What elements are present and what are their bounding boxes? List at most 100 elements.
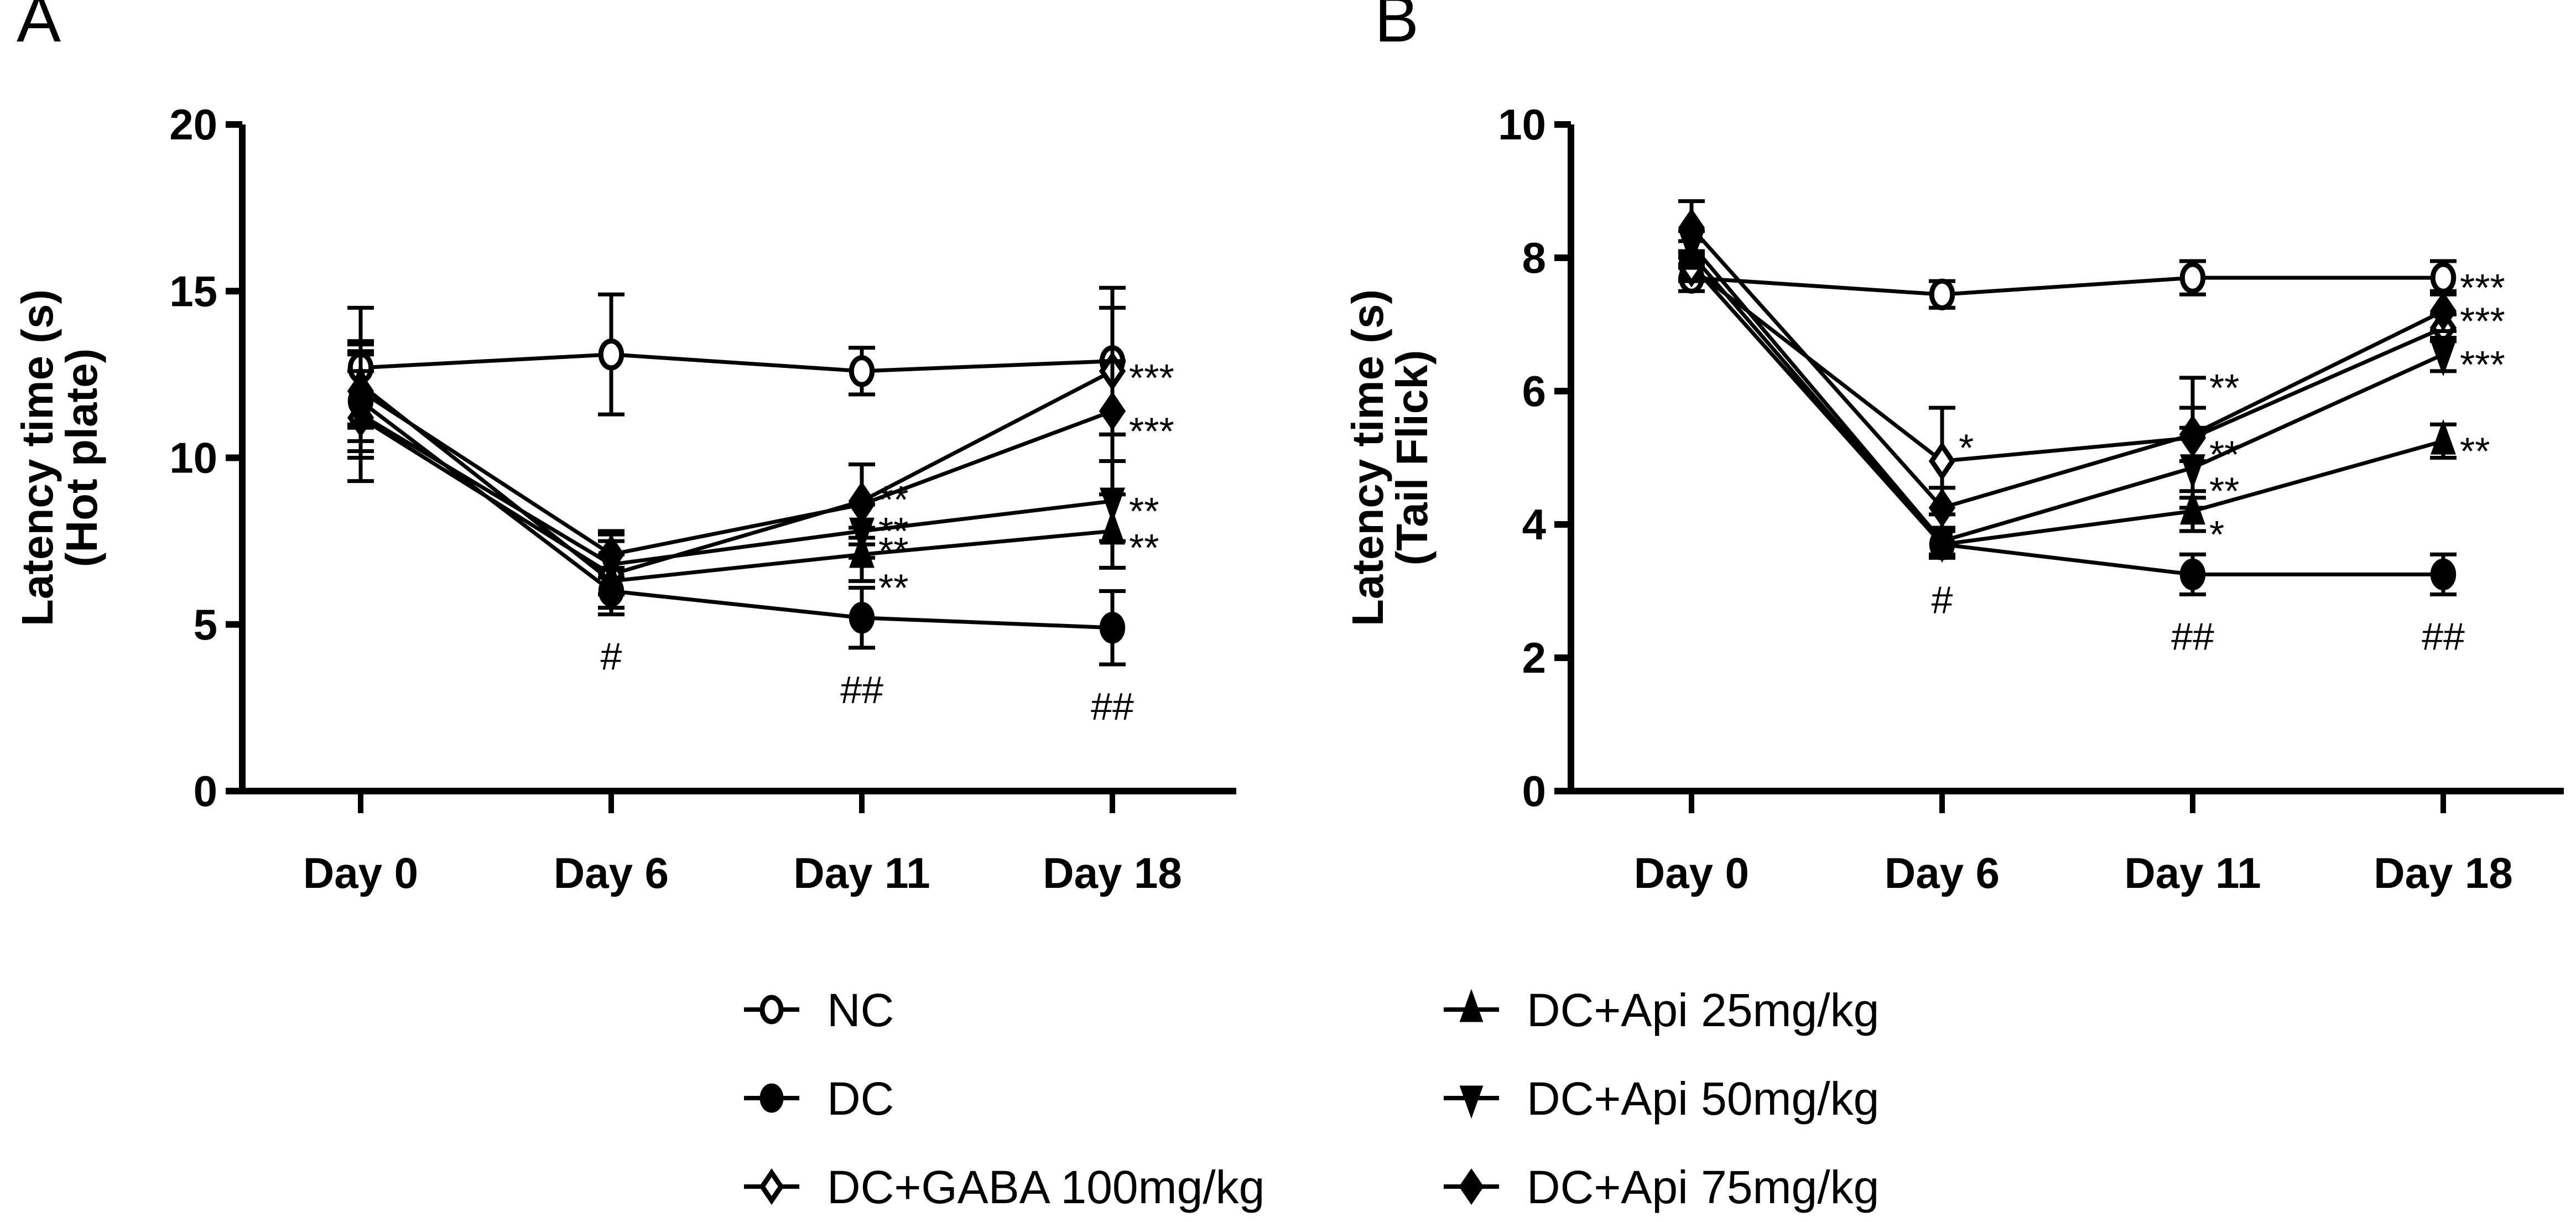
y-axis-title: Latency time (s)(Hot plate)	[13, 289, 106, 626]
x-tick-label: Day 6	[1885, 849, 2000, 897]
significance-mark: ##	[1091, 685, 1134, 728]
y-axis-title-line2: (Hot plate)	[57, 349, 106, 568]
data-point	[1929, 527, 1955, 563]
y-tick-label: 8	[1522, 233, 1546, 282]
data-point	[1678, 208, 1705, 248]
data-point	[2431, 341, 2456, 377]
significance-mark: #	[601, 635, 622, 678]
significance-mark: *	[1959, 426, 1974, 469]
series-line	[1690, 253, 2444, 547]
legend-item-dc-api-75mg-kg: DC+Api 75mg/kg	[1444, 1161, 1879, 1213]
legend-item-dc-gaba-100mg-kg: DC+GABA 100mg/kg	[744, 1161, 1264, 1213]
series-line	[360, 413, 1113, 566]
data-point	[2179, 414, 2206, 454]
x-tick-label: Day 11	[2124, 849, 2261, 897]
data-point	[1099, 391, 1126, 431]
significance-mark: ***	[1129, 356, 1174, 399]
legend-item-dc: DC	[744, 1073, 894, 1125]
data-point	[2430, 262, 2457, 294]
legend-item-dc-api-50mg-kg: DC+Api 50mg/kg	[1444, 1073, 1879, 1125]
y-tick-label: 10	[169, 434, 217, 482]
legend-label: DC+Api 25mg/kg	[1527, 984, 1879, 1036]
x-tick-label: Day 0	[303, 849, 418, 897]
legend-label: DC+Api 50mg/kg	[1527, 1073, 1879, 1125]
series-dc-api-50mg-kg	[1678, 229, 2457, 563]
significance-mark: ##	[2171, 615, 2214, 658]
panel-b-letter: B	[1375, 0, 1419, 56]
significance-mark: **	[2460, 429, 2490, 472]
legend-label: DC+GABA 100mg/kg	[827, 1161, 1264, 1213]
series-line	[360, 352, 1113, 373]
y-tick-label: 0	[194, 767, 217, 815]
significance-mark: **	[2209, 470, 2239, 513]
data-point	[1099, 612, 1126, 644]
data-point	[1928, 441, 1956, 481]
significance-mark: ***	[2460, 266, 2505, 309]
data-point	[848, 485, 876, 524]
legend-marker-icon	[1459, 989, 1484, 1022]
significance-mark: ***	[2460, 299, 2505, 342]
y-axis-title-line1: Latency time (s)	[13, 289, 62, 626]
y-tick-label: 10	[1498, 100, 1546, 149]
series-line	[359, 383, 1113, 584]
series-line	[1690, 243, 2444, 544]
legend-label: DC+Api 75mg/kg	[1527, 1161, 1879, 1213]
significance-mark: **	[878, 529, 908, 573]
y-tick-label: 4	[1522, 500, 1546, 549]
series-dc-api-75mg-kg	[1678, 199, 2457, 530]
x-tick-label: Day 18	[1043, 849, 1182, 897]
legend-item-nc: NC	[744, 984, 894, 1036]
series-line	[1690, 263, 2443, 576]
panel-a-chart: 0 5 10 15 20 Day 0 Day 6 Day 11 Day 18 Latency ti…	[13, 100, 1236, 897]
significance-mark: **	[1129, 526, 1159, 569]
significance-mark: ***	[2460, 343, 2505, 386]
legend: NC DC DC+GABA 100mg/kg DC+Api 25mg/kg DC+Api…	[744, 984, 1879, 1213]
y-tick-label: 2	[1522, 633, 1546, 682]
legend-marker-icon	[1459, 1168, 1484, 1205]
data-point	[2429, 291, 2457, 331]
y-tick-label: 15	[169, 267, 217, 315]
significance-mark: ##	[840, 668, 883, 711]
x-tick-label: Day 11	[793, 849, 930, 897]
data-point	[2179, 262, 2206, 294]
y-axis-title: Latency time (s)(Tail Flick)	[1343, 289, 1437, 626]
significance-mark: **	[878, 478, 908, 521]
significance-mark: **	[1129, 490, 1159, 533]
significance-mark: #	[1932, 578, 1953, 621]
series-dc-api-75mg-kg	[347, 339, 1126, 580]
y-tick-label: 20	[169, 100, 217, 149]
x-tick-label: Day 18	[2374, 849, 2513, 897]
panel-a-letter: A	[17, 0, 61, 56]
legend-marker-icon	[759, 995, 784, 1025]
series-dc	[347, 349, 1126, 667]
series-line	[360, 389, 1113, 557]
data-point	[2431, 419, 2456, 455]
significance-mark: **	[878, 509, 908, 553]
data-point	[1100, 487, 1125, 523]
data-point	[598, 339, 625, 371]
data-point	[1929, 278, 1955, 310]
panel-b-chart: 0 2 4 6 8 10 Day 0 Day 6 Day 11 Day 18 Latency tim…	[1343, 100, 2564, 897]
data-point	[849, 355, 875, 387]
legend-marker-icon	[759, 1083, 784, 1113]
y-axis-title-line1: Latency time (s)	[1343, 289, 1392, 626]
series-dc	[1678, 248, 2457, 597]
series-nc	[347, 285, 1126, 436]
significance-mark: *	[2209, 513, 2224, 556]
significance-mark: **	[878, 566, 908, 609]
legend-marker-icon	[1459, 1085, 1484, 1119]
data-point	[2179, 558, 2206, 591]
legend-marker-icon	[759, 1168, 784, 1205]
y-axis-title-line2: (Tail Flick)	[1387, 350, 1437, 566]
legend-label: DC	[827, 1073, 894, 1125]
legend-item-dc-api-25mg-kg: DC+Api 25mg/kg	[1444, 984, 1879, 1036]
y-tick-label: 6	[1522, 367, 1546, 415]
data-point	[849, 602, 875, 634]
x-tick-label: Day 0	[1634, 849, 1749, 897]
series-line	[1690, 226, 2444, 510]
significance-mark: **	[2209, 366, 2239, 409]
series-line	[1691, 275, 2443, 297]
data-point	[597, 534, 625, 574]
data-point	[2430, 558, 2457, 591]
